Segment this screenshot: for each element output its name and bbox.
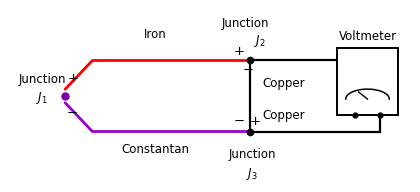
Text: $J_2$: $J_2$ xyxy=(255,33,266,49)
Text: +: + xyxy=(249,115,260,128)
Text: −: − xyxy=(234,115,245,128)
Text: +: + xyxy=(234,45,245,58)
Text: Constantan: Constantan xyxy=(121,143,189,156)
Text: Iron: Iron xyxy=(144,28,167,41)
Text: Copper: Copper xyxy=(262,109,305,122)
Text: $J_3$: $J_3$ xyxy=(246,166,258,182)
Text: Junction: Junction xyxy=(222,17,270,31)
Text: −: − xyxy=(242,64,253,77)
Text: Voltmeter: Voltmeter xyxy=(339,30,396,43)
Text: $J_1$: $J_1$ xyxy=(36,90,48,106)
Text: +: + xyxy=(67,72,78,85)
Text: Junction: Junction xyxy=(18,73,66,86)
Text: Junction: Junction xyxy=(228,148,276,161)
Text: Copper: Copper xyxy=(262,77,305,90)
Bar xyxy=(337,48,398,115)
Text: −: − xyxy=(67,107,78,120)
